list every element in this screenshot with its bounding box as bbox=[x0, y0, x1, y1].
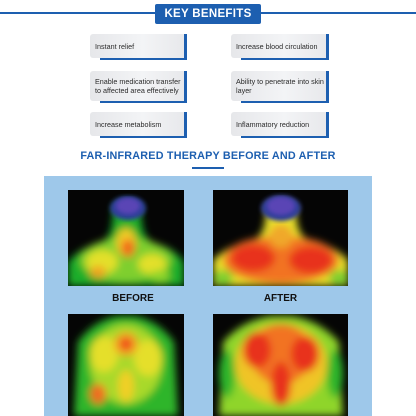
benefit-card-medication-transfer: Enable medication transfer to affected a… bbox=[90, 71, 187, 103]
benefit-card-instant-relief: Instant relief bbox=[90, 34, 187, 60]
benefit-card-blood-circulation: Increase blood circulation bbox=[231, 34, 329, 60]
benefit-card-skin-penetration: Ability to penetrate into skin layer bbox=[231, 71, 329, 103]
thermal-image-after-neck bbox=[213, 190, 348, 286]
thermal-image-after-back bbox=[213, 314, 348, 416]
benefit-card-inflammatory-reduction: Inflammatory reduction bbox=[231, 112, 329, 138]
benefit-text: Ability to penetrate into skin layer bbox=[236, 77, 324, 95]
before-caption: BEFORE bbox=[112, 293, 154, 304]
benefit-text: Inflammatory reduction bbox=[236, 119, 310, 129]
benefit-card-metabolism: Increase metabolism bbox=[90, 112, 187, 138]
thermal-image-before-back bbox=[68, 314, 184, 416]
benefit-text: Instant relief bbox=[95, 41, 135, 51]
therapy-section-title: FAR-INFRARED THERAPY BEFORE AND AFTER bbox=[80, 150, 336, 162]
benefit-text: Increase metabolism bbox=[95, 119, 162, 129]
thermal-image-before-neck bbox=[68, 190, 184, 286]
title-underline bbox=[192, 167, 224, 169]
key-benefits-title: KEY BENEFITS bbox=[155, 4, 261, 24]
benefit-text: Enable medication transfer to affected a… bbox=[95, 77, 181, 95]
benefit-text: Increase blood circulation bbox=[236, 41, 318, 51]
after-caption: AFTER bbox=[263, 293, 298, 304]
